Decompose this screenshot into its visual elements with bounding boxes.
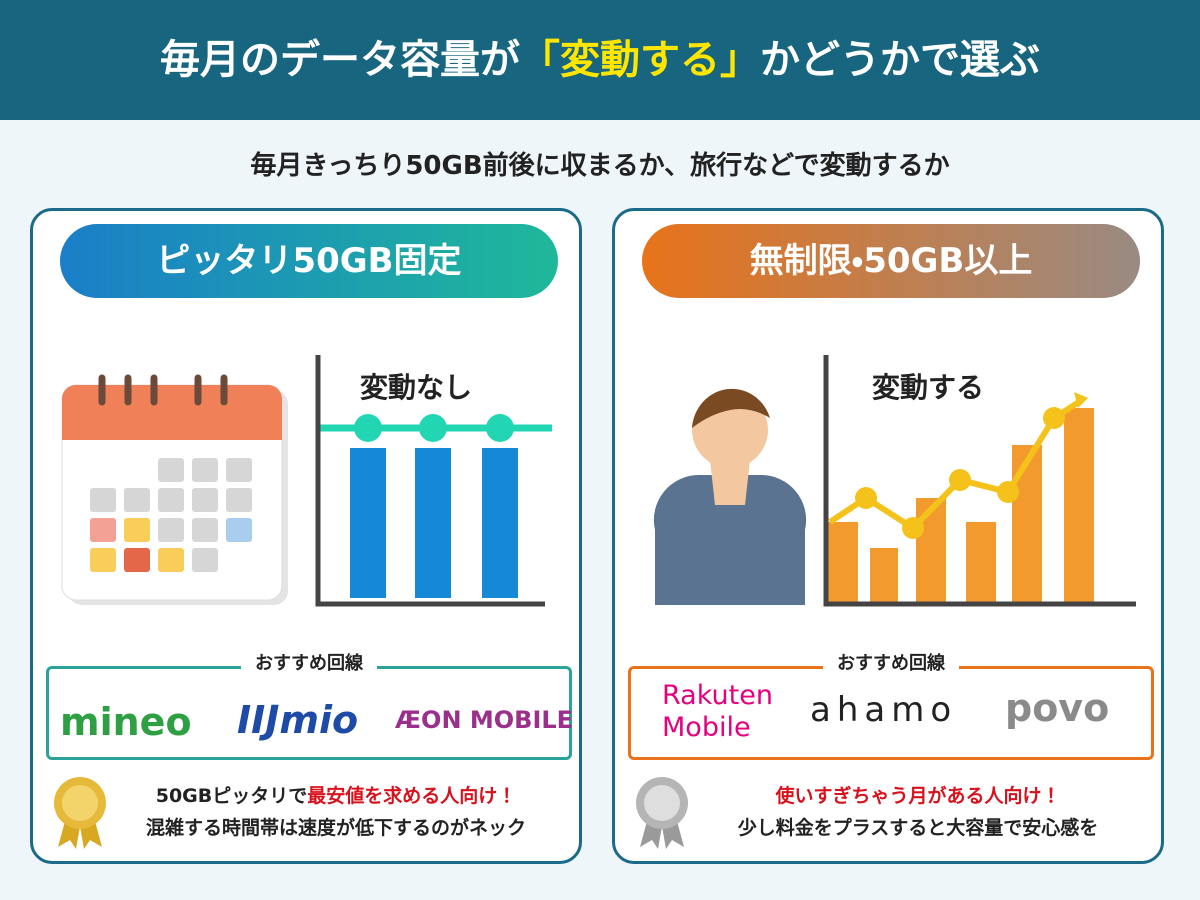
note-line: 少し料金をプラスすると大容量で安心感を: [737, 817, 1099, 839]
note-highlight: 最安値を求める人向け！: [307, 785, 517, 807]
recommend-text: おすすめ回線: [241, 653, 377, 674]
header-title: 毎月のデータ容量が「変動する」かどうかで選ぶ: [0, 30, 1200, 90]
gold-medal: [54, 777, 106, 849]
recommend-label: おすすめ回線: [46, 652, 572, 676]
logo: povo: [1005, 686, 1110, 730]
logo-line: Rakuten: [662, 680, 773, 711]
logo: ÆON MOBILE: [395, 706, 574, 734]
title-highlight: 「変動する」: [520, 37, 760, 83]
logo-line: Mobile: [662, 712, 751, 743]
fixed-illustration: [61, 355, 552, 607]
title-part: かどうかで選ぶ: [760, 37, 1040, 83]
variable-illustration: [653, 355, 1136, 607]
chart-label: 変動する: [872, 371, 985, 404]
note-text: 50GBピッタリで: [155, 785, 308, 807]
silver-medal: [636, 777, 688, 849]
chart-label: 変動なし: [360, 371, 473, 404]
panel-heading: 無制限・50GB以上: [642, 224, 1140, 298]
note-line: 使いすぎちゃう月がある人向け！: [642, 780, 1194, 812]
note-line: 50GBピッタリで最安値を求める人向け！: [60, 780, 612, 812]
logo: IIJmio: [237, 698, 359, 742]
title-part: 毎月のデータ容量が: [160, 37, 520, 83]
note-highlight: 使いすぎちゃう月がある人向け！: [775, 785, 1061, 807]
subtitle: 毎月きっちり50GB前後に収まるか、旅行などで変動するか: [250, 151, 950, 181]
panel-heading: ピッタリ50GB固定: [60, 224, 558, 298]
logo: Rakuten Mobile: [662, 680, 773, 744]
note-line: 混雑する時間帯は速度が低下するのがネック: [145, 817, 526, 839]
logo: ahamo: [810, 690, 958, 730]
logo: mineo: [60, 700, 192, 744]
header-bar: [0, 0, 1200, 120]
recommend-box: [628, 666, 1154, 760]
recommend-label: おすすめ回線: [628, 652, 1154, 676]
recommend-text: おすすめ回線: [823, 653, 959, 674]
